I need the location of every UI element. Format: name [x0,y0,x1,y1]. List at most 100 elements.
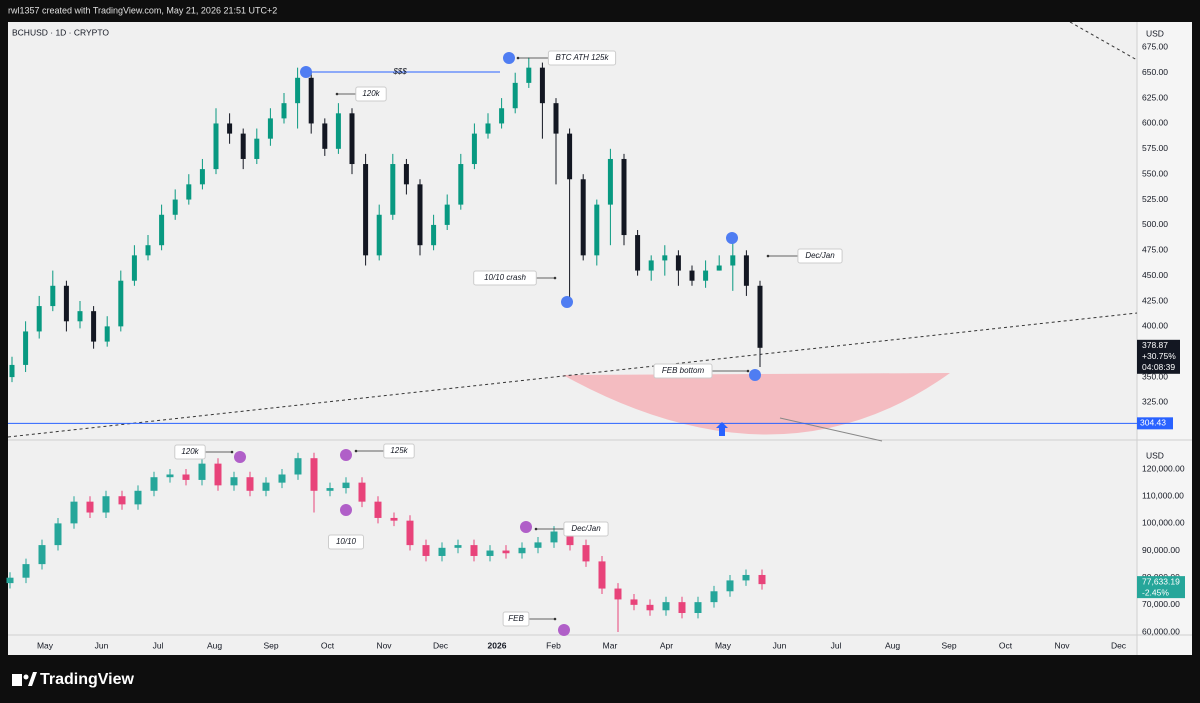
candle-body [295,77,301,104]
candle-body [614,588,622,600]
candle-body [374,501,382,518]
price-tag-text: 304.43 [1140,418,1166,428]
candle-body [198,463,206,480]
candle-body [166,474,174,478]
x-tick-label: Apr [660,640,673,650]
candle-body [646,604,654,611]
candle-body [607,158,613,205]
marker [503,52,515,64]
price-tag-text: +30.75% [1142,351,1176,361]
credit: rwl1357 created with TradingView.com, Ma… [8,5,277,15]
candle-body [186,184,192,200]
candle-body [758,574,766,585]
candle-body [281,103,287,119]
marker [340,504,352,516]
annotation-box [174,444,206,460]
axis-title: USD [1146,450,1164,460]
candle-body [390,517,398,521]
candle-body [743,255,749,286]
annotation-dot [553,617,557,621]
annotation-box [502,611,530,627]
candle-body [417,184,423,246]
candle-body [104,326,110,342]
marker [520,521,532,533]
annotation-dot [516,56,520,60]
candle-body [518,547,526,554]
candle-body [145,245,151,256]
candle-body [363,164,369,256]
y-tick-label: 425.00 [1142,295,1168,305]
candle-body [566,531,574,546]
y-tick-label: 325.00 [1142,397,1168,407]
plot-area [8,22,1137,655]
annotation-dot [766,254,770,258]
candle-body [240,133,246,159]
y-tick-label: 110,000.00 [1142,490,1184,500]
x-tick-label: May [715,640,732,650]
candle-body [118,496,126,505]
candle-body [689,270,695,281]
annotation-box [355,86,387,102]
y-tick-label: 525.00 [1142,194,1168,204]
candle-body [77,311,83,322]
candle-body [118,280,124,327]
candle-body [406,520,414,546]
y-tick-label: 575.00 [1142,143,1168,153]
candle-body [635,235,641,271]
candle-body [594,204,600,256]
candle-body [267,118,273,139]
candle-body [444,204,450,225]
annotation-box [563,521,609,537]
candle-body [227,123,233,134]
y-tick-label: 70,000.00 [1142,599,1180,609]
y-tick-label: 350.00 [1142,371,1168,381]
candle-body [486,550,494,556]
candle-body [742,574,750,581]
candle-body [376,214,382,256]
candle-body [254,138,260,159]
logo: TradingView [12,671,135,688]
candle-body [470,545,478,556]
annotation: Dec/Jan [805,251,835,260]
annotation: Dec/Jan [571,524,601,533]
marker [561,296,573,308]
candle-body [710,591,718,603]
y-tick-label: 60,000.00 [1142,626,1180,636]
candle-body [694,602,702,614]
candle-body [230,477,238,486]
annotation: 125k [390,446,408,455]
annotation-box [383,443,415,459]
candle-body [22,564,30,578]
annotation-dot [746,369,750,373]
candle-body [621,158,627,236]
x-tick-label: Aug [207,640,222,650]
candle-body [499,108,505,124]
logo-mark [12,674,22,686]
price-tag-text: 04:08:39 [1142,362,1175,372]
candle-body [662,255,668,261]
candle-body [308,77,314,124]
annotation-dot [354,449,358,453]
candle-body [726,580,734,592]
marker [300,66,312,78]
candle-body [678,602,686,614]
candle-body [630,599,638,605]
symbol-title: BCHUSD · 1D · CRYPTO [12,27,109,37]
candle-body [526,67,532,83]
annotation: BTC ATH 125k [556,53,610,62]
price-tag [1137,576,1185,599]
y-tick-label: 100,000.00 [1142,518,1185,528]
candle-body [150,477,158,491]
price-tag [1137,417,1173,430]
candle-body [598,561,606,589]
x-tick-label: Sep [941,640,956,650]
y-tick-label: 500.00 [1142,219,1168,229]
trend-line [1069,21,1138,61]
annotation-box [473,270,537,286]
logo-mark [23,674,29,680]
annotation: 10/10 [336,537,357,546]
candle-body [502,550,510,554]
candle-body [539,67,545,104]
candle-body [262,482,270,491]
x-tick-label: Nov [1054,640,1070,650]
